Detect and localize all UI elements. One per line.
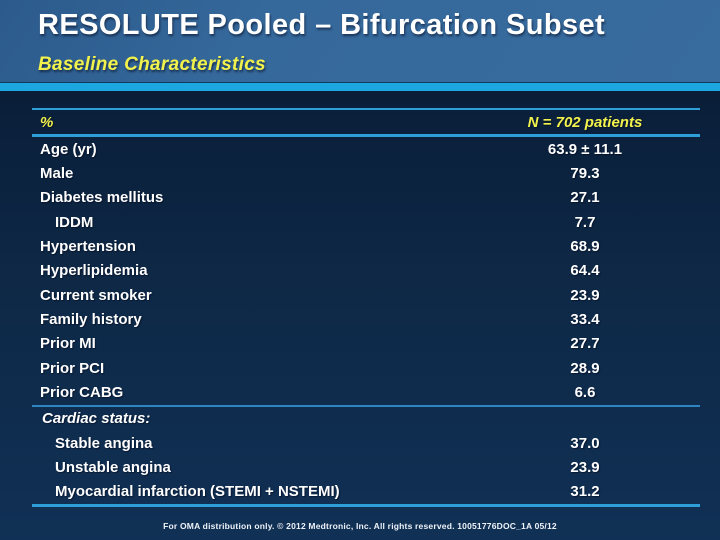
row-label: Family history (40, 310, 142, 328)
row-label: Current smoker (40, 286, 152, 304)
table-row: Family history 33.4 (32, 307, 700, 331)
row-label: Hyperlipidemia (40, 262, 148, 280)
table-rows: Age (yr) 63.9 ± 11.1 Male 79.3 Diabetes mell… (32, 137, 700, 504)
header-band (0, 0, 720, 82)
row-label: Cardiac status: (42, 410, 151, 428)
table-row: Age (yr) 63.9 ± 11.1 (32, 137, 700, 161)
slide-subtitle: Baseline Characteristics (38, 54, 266, 75)
table-row: Myocardial infarction (STEMI + NSTEMI) 31… (32, 480, 700, 504)
table-row: Stable angina 37.0 (32, 431, 700, 455)
table-row: IDDM 7.7 (32, 210, 700, 234)
table-row: Hypertension 68.9 (32, 234, 700, 258)
slide-title: RESOLUTE Pooled – Bifurcation Subset (38, 9, 606, 41)
baseline-characteristics-table: % N = 702 patients Age (yr) 63.9 ± 11.1 Ma… (32, 108, 700, 507)
n-patients-column-header: N = 702 patients (527, 113, 643, 131)
table-header-underline (32, 134, 700, 137)
row-label: Prior PCI (40, 359, 105, 377)
row-value: 27.1 (570, 189, 600, 207)
row-label: Diabetes mellitus (40, 189, 164, 207)
row-label: Myocardial infarction (STEMI + NSTEMI) (55, 483, 340, 501)
row-label: Stable angina (55, 434, 153, 452)
table-top-line (32, 108, 700, 110)
row-value: 79.3 (570, 164, 600, 182)
table-row: Current smoker 23.9 (32, 283, 700, 307)
table-row: Cardiac status: (32, 404, 700, 431)
table-bottom-line (32, 503, 700, 507)
row-value: 37.0 (570, 434, 600, 452)
row-value: 63.9 ± 11.1 (547, 140, 623, 158)
row-value: 68.9 (570, 237, 600, 255)
row-value: 27.7 (570, 335, 600, 353)
row-value: 28.9 (570, 359, 600, 377)
table-row: Unstable angina 23.9 (32, 455, 700, 479)
row-label: Prior CABG (40, 383, 124, 401)
row-value: 23.9 (570, 286, 600, 304)
row-label: Male (40, 164, 74, 182)
row-value: 23.9 (570, 458, 600, 476)
footer-note: For OMA distribution only. © 2012 Medtro… (163, 521, 557, 531)
percent-column-header: % (40, 113, 54, 131)
row-label: Unstable angina (55, 458, 171, 476)
row-value: 6.6 (574, 383, 596, 401)
row-value: 7.7 (574, 213, 596, 231)
row-label: Hypertension (40, 237, 136, 255)
row-label: Age (yr) (40, 140, 97, 158)
table-row: Male 79.3 (32, 161, 700, 185)
row-value: 64.4 (570, 262, 600, 280)
table-row: Diabetes mellitus 27.1 (32, 186, 700, 210)
table-row: Prior PCI 28.9 (32, 356, 700, 380)
row-value: 31.2 (570, 483, 600, 501)
table-row: Hyperlipidemia 64.4 (32, 259, 700, 283)
table-row: Prior CABG 6.6 (32, 380, 700, 404)
row-label: IDDM (55, 213, 94, 231)
row-label: Prior MI (40, 335, 96, 353)
header-cyan-divider (0, 82, 720, 91)
table-row: Prior MI 27.7 (32, 332, 700, 356)
row-value: 33.4 (570, 310, 600, 328)
table-header-row: % N = 702 patients (32, 110, 700, 134)
